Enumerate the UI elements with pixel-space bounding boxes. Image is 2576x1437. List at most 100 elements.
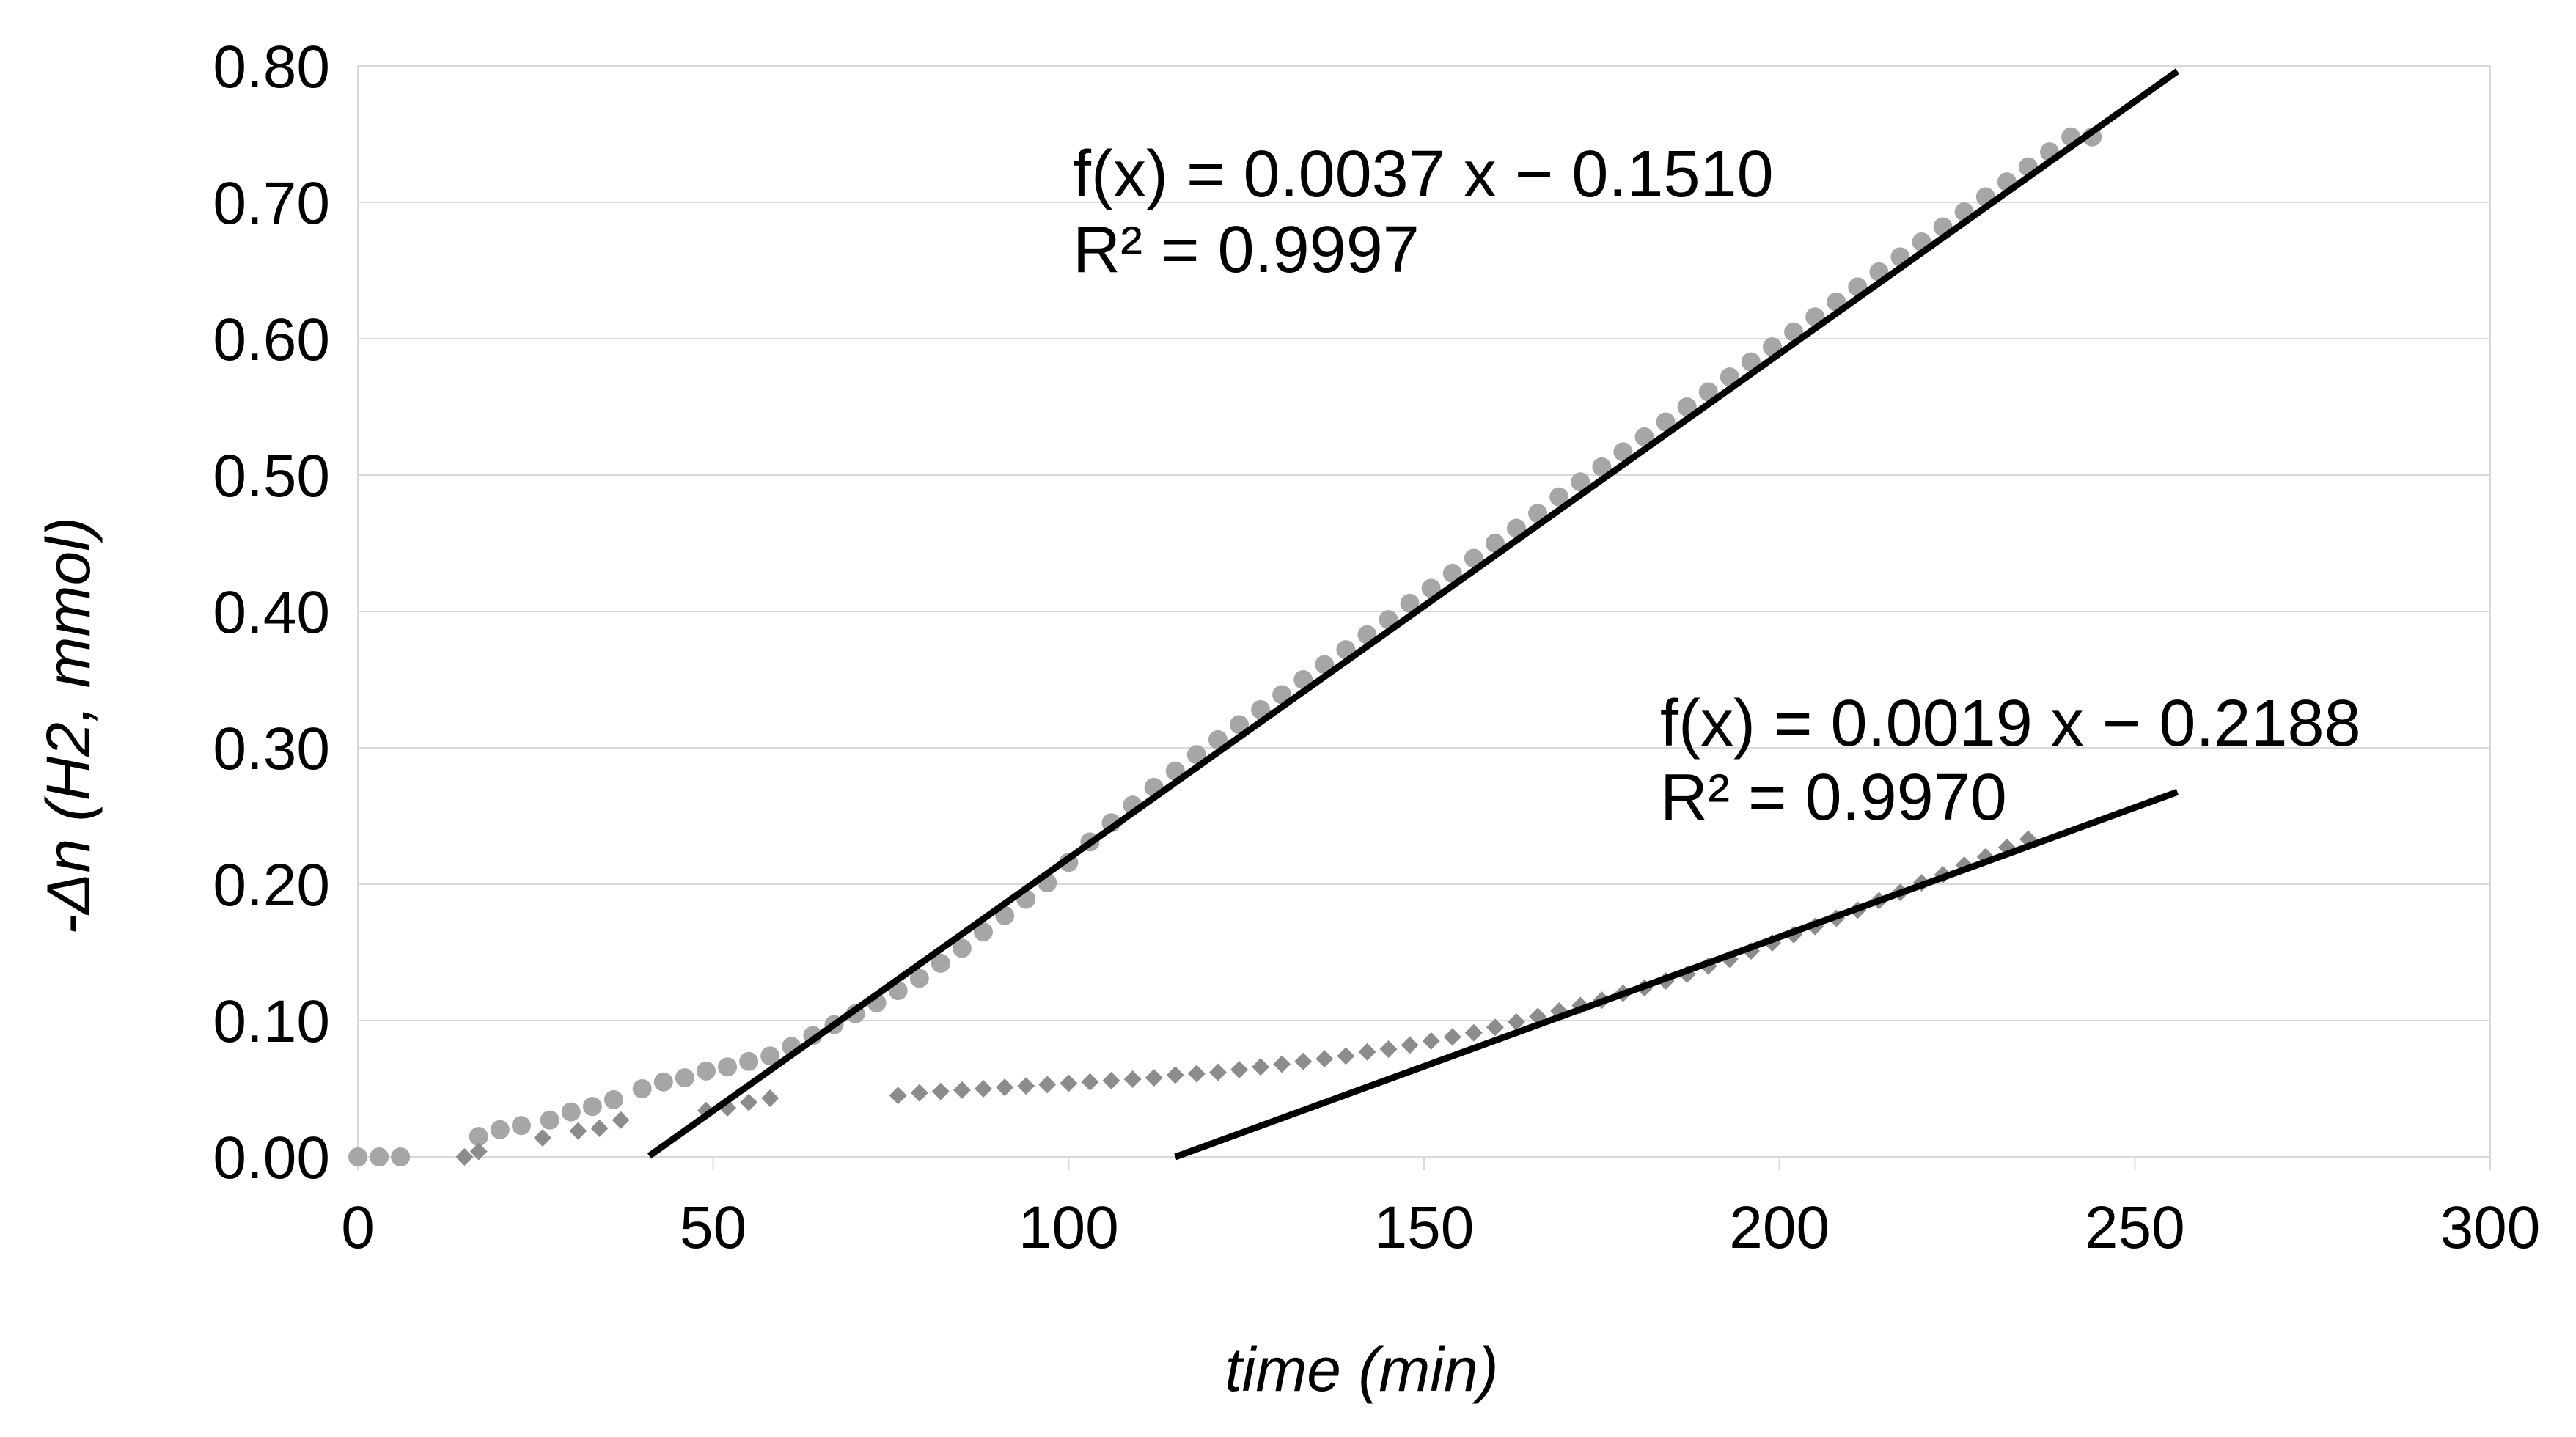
data-point-diamond [1060,1074,1078,1092]
trendline-2 [1174,789,2179,1161]
data-point-circle [653,1072,673,1092]
x-tick-label: 250 [2085,1194,2185,1261]
data-point-circle [348,1147,367,1166]
data-point-circle [582,1097,602,1117]
plot-area-border [357,65,2491,1158]
x-tick-label: 50 [680,1194,746,1261]
y-tick-label: 0.50 [213,443,330,510]
data-point-circle [632,1079,652,1098]
data-point-diamond [1187,1065,1206,1083]
data-point-circle [370,1147,389,1166]
y-tick-label: 0.40 [213,579,330,646]
x-tick-label: 200 [1729,1194,1830,1261]
data-point-diamond [740,1093,758,1111]
data-point-diamond [569,1122,587,1140]
data-point-circle [1421,578,1441,598]
data-point-diamond [1315,1050,1334,1068]
data-point-circle [1400,593,1420,613]
y-tick-label: 0.60 [213,306,330,373]
data-point-circle [1571,472,1590,492]
x-tick-label: 100 [1019,1194,1119,1261]
data-point-circle [1272,685,1292,705]
data-point-circle [952,938,972,958]
data-point-diamond [1273,1055,1291,1073]
data-point-circle [1229,715,1249,735]
y-axis-title-units: (H2, mmol) [34,517,103,839]
data-point-circle [1677,397,1697,416]
data-point-diamond [931,1082,950,1100]
data-point-diamond [1208,1063,1227,1081]
data-point-diamond [1166,1066,1184,1084]
data-point-circle [760,1046,780,1066]
y-axis-title: -Δn (H2, mmol) [34,517,103,935]
data-point-diamond [1017,1077,1035,1095]
data-point-diamond [1081,1073,1099,1091]
data-point-circle [1464,548,1483,568]
data-point-circle [931,953,950,973]
y-tick-label: 0.80 [213,34,330,100]
data-point-diamond [1508,1012,1526,1031]
data-point-circle [1485,534,1505,553]
trendline-1-equation: f(x) = 0.0037 x − 0.1510 [1073,138,1774,211]
data-point-diamond [1145,1069,1163,1087]
data-point-diamond [455,1148,474,1166]
data-point-circle [1634,427,1654,446]
data-point-diamond [953,1081,971,1099]
data-point-diamond [1230,1060,1248,1078]
data-point-diamond [1422,1032,1440,1050]
data-point-diamond [1401,1036,1419,1054]
data-point-circle [511,1116,531,1136]
x-tick-label: 0 [341,1194,375,1261]
data-point-diamond [1358,1043,1376,1061]
data-point-circle [1208,729,1228,749]
y-tick-label: 0.10 [213,988,330,1055]
data-point-diamond [1337,1047,1355,1065]
data-point-circle [1698,382,1718,402]
series-a-points [348,127,2102,1166]
x-tick-label: 300 [2440,1194,2541,1261]
data-point-circle [1592,457,1612,477]
data-point-diamond [1443,1028,1461,1046]
data-point-circle [675,1068,694,1088]
data-point-circle [1549,487,1569,507]
data-point-diamond [975,1080,993,1098]
y-tick-label: 0.70 [213,170,330,237]
data-point-diamond [889,1087,907,1105]
data-point-diamond [761,1089,779,1108]
data-point-circle [909,969,929,988]
data-point-circle [469,1127,488,1147]
trendline-2-r2: R² = 0.9970 [1660,761,2007,834]
trendline-2-equation: f(x) = 0.0019 x − 0.2188 [1660,687,2361,760]
data-point-circle [603,1089,623,1109]
data-point-diamond [1379,1040,1398,1059]
y-tick-label: 0.20 [213,852,330,919]
data-point-circle [1613,442,1633,462]
data-point-circle [1656,412,1676,432]
data-point-circle [490,1120,510,1139]
data-point-diamond [469,1142,488,1161]
data-point-diamond [996,1078,1014,1097]
x-axis-title: time (min) [1225,1335,1498,1404]
y-axis-ticks: 0.00 0.10 0.20 0.30 0.40 0.50 0.60 0.70 0.80 [213,34,330,1191]
x-axis-ticks: 0 50 100 150 200 250 300 [341,1194,2540,1261]
y-tick-label: 0.00 [213,1125,330,1191]
trendline-1-r2: R² = 0.9997 [1073,213,1420,287]
data-point-diamond [1252,1058,1270,1076]
data-point-diamond [1102,1071,1120,1089]
data-point-circle [696,1061,716,1081]
data-point-circle [1442,563,1462,583]
trendline-1 [647,68,2180,1159]
data-point-diamond [1294,1052,1313,1070]
data-point-circle [1186,745,1206,765]
y-axis-title-prefix: -Δ [34,873,103,935]
data-point-circle [391,1147,411,1166]
data-point-diamond [910,1084,928,1102]
data-point-diamond [1123,1070,1142,1088]
trendlines [647,68,2180,1161]
data-point-circle [718,1057,738,1077]
data-point-circle [540,1110,559,1130]
data-point-diamond [590,1119,609,1137]
y-tick-label: 0.30 [213,716,330,782]
